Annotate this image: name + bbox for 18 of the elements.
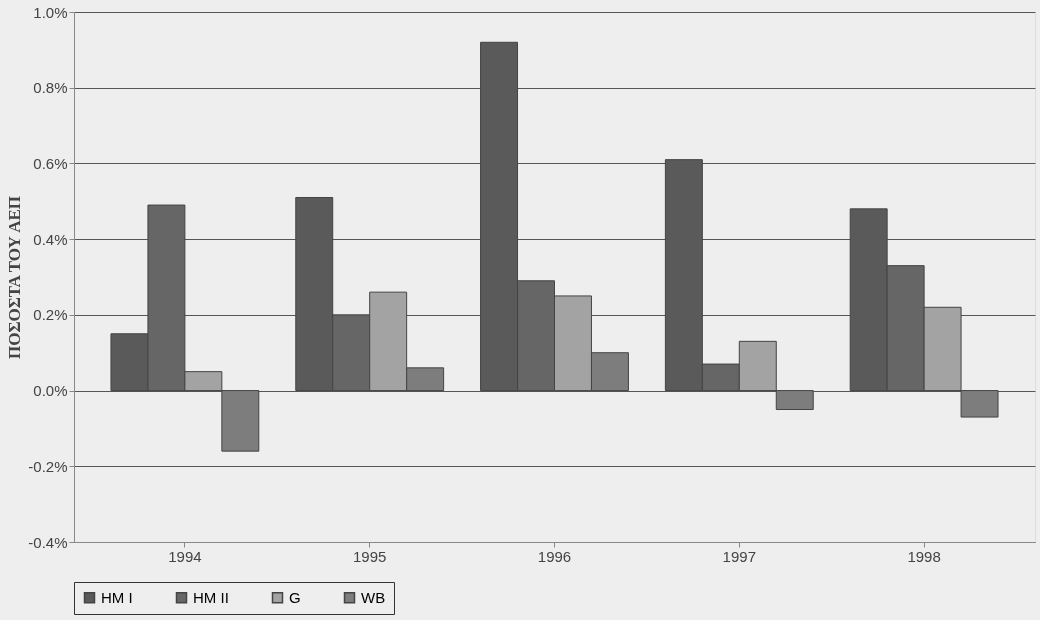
y-axis-title: ΠΟΣΟΣΤΑ ΤΟΥ ΑΕΠ (5, 195, 25, 360)
x-tick-label: 1994 (168, 547, 202, 565)
y-tick-label: 1.0% (33, 3, 68, 21)
x-tick-label: 1997 (722, 547, 756, 565)
y-tick-label: 0.2% (33, 306, 68, 324)
y-tick-label: 0.8% (33, 79, 68, 97)
y-tick-label: -0.4% (28, 533, 68, 551)
x-tick-label: 1996 (537, 547, 572, 565)
legend-label: HM I (101, 588, 133, 606)
legend-label: G (289, 588, 301, 606)
y-tick-label: 0.0% (33, 382, 68, 400)
legend-label: WB (361, 588, 386, 606)
x-tick-label: 1998 (907, 547, 941, 565)
y-tick-label: -0.2% (28, 457, 68, 475)
x-tick-label: 1995 (353, 547, 387, 565)
y-tick-label: 0.6% (33, 154, 68, 172)
legend-label: HM II (193, 588, 229, 606)
y-tick-label: 0.4% (33, 230, 68, 248)
